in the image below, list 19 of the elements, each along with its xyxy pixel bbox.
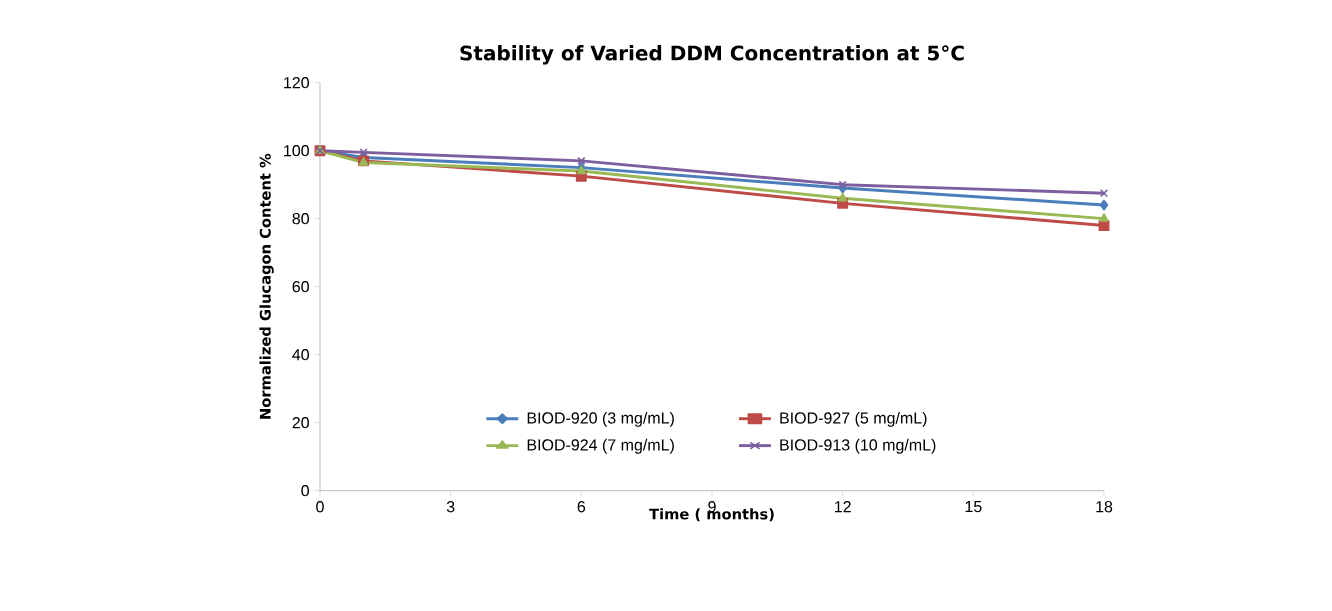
legend-label: BIOD-920 (3 mg/mL) (527, 412, 674, 427)
y-tick-label: 100 (284, 145, 309, 157)
x-tick-label: 12 (834, 501, 851, 513)
y-tick-label: 80 (292, 213, 309, 225)
y-tick-label: 40 (292, 349, 309, 361)
y-tick-label: 120 (284, 77, 309, 89)
x-tick-label: 0 (316, 501, 324, 513)
x-tick-label: 6 (577, 501, 586, 513)
legend-label: BIOD-924 (7 mg/mL) (527, 439, 674, 454)
chart-title: Stability of Varied DDM Concentration at 5°C (460, 45, 964, 65)
x-tick-label: 18 (1096, 501, 1113, 513)
y-tick-label: 60 (292, 281, 309, 293)
y-tick-label: 20 (292, 417, 309, 429)
y-axis-title: Normalized Glucagon Content % (259, 153, 274, 419)
legend-label: BIOD-913 (10 mg/mL) (780, 439, 936, 454)
x-tick-label: 15 (965, 501, 982, 513)
x-tick-label: 3 (446, 501, 455, 513)
y-tick-label: 0 (301, 485, 309, 497)
legend-label: BIOD-927 (5 mg/mL) (780, 412, 927, 427)
